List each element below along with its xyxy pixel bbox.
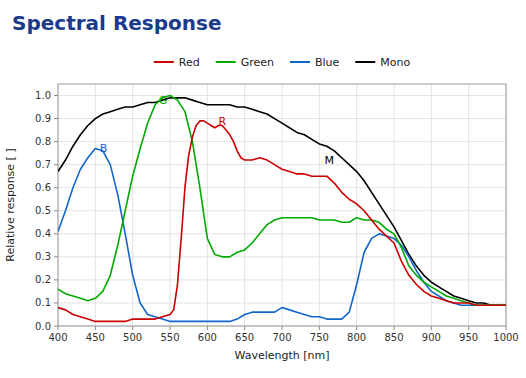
tick-label: 800 <box>347 332 366 343</box>
tick-label: 900 <box>422 332 441 343</box>
grid-line <box>58 187 506 188</box>
tick-label: 700 <box>272 332 291 343</box>
legend-label: Blue <box>315 56 340 69</box>
tick-label: 0.3 <box>35 251 51 262</box>
grid-line <box>58 164 506 165</box>
tick-label: 0.9 <box>35 113 51 124</box>
grid-line <box>58 118 506 119</box>
tick-label: 850 <box>384 332 403 343</box>
tick <box>506 326 507 330</box>
tick <box>54 164 58 165</box>
tick-label: 0.2 <box>35 274 51 285</box>
grid-line <box>468 84 469 326</box>
y-axis-label: Relative response [ ] <box>4 148 17 261</box>
annotation: G <box>159 94 168 107</box>
tick <box>54 210 58 211</box>
series-line <box>58 149 506 322</box>
annotation: R <box>219 115 227 128</box>
chart: Spectral Response 400 450 500 550 600 650 700 75… <box>0 0 526 378</box>
tick-label: 650 <box>235 332 254 343</box>
tick <box>244 326 245 330</box>
grid-line <box>431 84 432 326</box>
tick <box>282 326 283 330</box>
x-axis-label: Wavelength [nm] <box>234 349 329 362</box>
tick <box>431 326 432 330</box>
grid-line <box>58 279 506 280</box>
grid-line <box>58 95 506 96</box>
legend: Red Green Blue Mono <box>154 56 411 69</box>
tick-label: 0.5 <box>35 205 51 216</box>
title: Spectral Response <box>12 11 222 35</box>
legend-swatch <box>290 61 310 63</box>
tick-label: 550 <box>160 332 179 343</box>
legend-item: Red <box>154 56 200 69</box>
grid-line <box>132 84 133 326</box>
annotation: M <box>325 154 335 167</box>
legend-swatch <box>355 61 375 63</box>
tick-label: 600 <box>198 332 217 343</box>
tick <box>54 141 58 142</box>
legend-swatch <box>154 61 174 63</box>
tick <box>394 326 395 330</box>
legend-label: Green <box>241 56 274 69</box>
tick-label: 450 <box>86 332 105 343</box>
legend-label: Mono <box>380 56 410 69</box>
series-group <box>58 96 506 322</box>
tick <box>54 187 58 188</box>
tick-label: 750 <box>310 332 329 343</box>
tick <box>54 233 58 234</box>
tick <box>54 95 58 96</box>
tick-label: 0.8 <box>35 136 51 147</box>
grid-line <box>244 84 245 326</box>
grid-line <box>282 84 283 326</box>
series-line <box>58 96 506 306</box>
grid-line <box>394 84 395 326</box>
series-line <box>58 98 506 305</box>
grid-line <box>170 84 171 326</box>
tick-label: 0.7 <box>35 159 51 170</box>
series-line <box>58 121 506 322</box>
grid-line <box>58 302 506 303</box>
tick <box>54 256 58 257</box>
tick <box>207 326 208 330</box>
tick <box>170 326 171 330</box>
annotation: B <box>100 142 108 155</box>
grid-line <box>58 256 506 257</box>
tick-label: 0.1 <box>35 297 51 308</box>
legend-label: Red <box>179 56 200 69</box>
plot-frame <box>58 84 506 326</box>
legend-item: Blue <box>290 56 340 69</box>
legend-swatch <box>216 61 236 63</box>
grid-line <box>95 84 96 326</box>
tick <box>132 326 133 330</box>
tick-label: 0.0 <box>35 321 51 332</box>
grid-line <box>207 84 208 326</box>
tick <box>319 326 320 330</box>
legend-item: Green <box>216 56 274 69</box>
tick <box>356 326 357 330</box>
tick-label: 1000 <box>493 332 518 343</box>
tick <box>54 326 58 327</box>
grid-line <box>319 84 320 326</box>
tick <box>58 326 59 330</box>
tick-label: 400 <box>48 332 67 343</box>
tick <box>54 302 58 303</box>
tick <box>54 279 58 280</box>
ticks: 400 450 500 550 600 650 700 750 800 850 900 950 1000… <box>35 90 519 343</box>
tick <box>468 326 469 330</box>
tick-label: 500 <box>123 332 142 343</box>
legend-item: Mono <box>355 56 410 69</box>
tick <box>95 326 96 330</box>
grid-line <box>58 141 506 142</box>
tick-label: 950 <box>459 332 478 343</box>
tick-label: 0.6 <box>35 182 51 193</box>
tick <box>54 118 58 119</box>
tick-label: 1.0 <box>35 90 51 101</box>
tick-label: 0.4 <box>35 228 51 239</box>
grid <box>58 84 506 326</box>
